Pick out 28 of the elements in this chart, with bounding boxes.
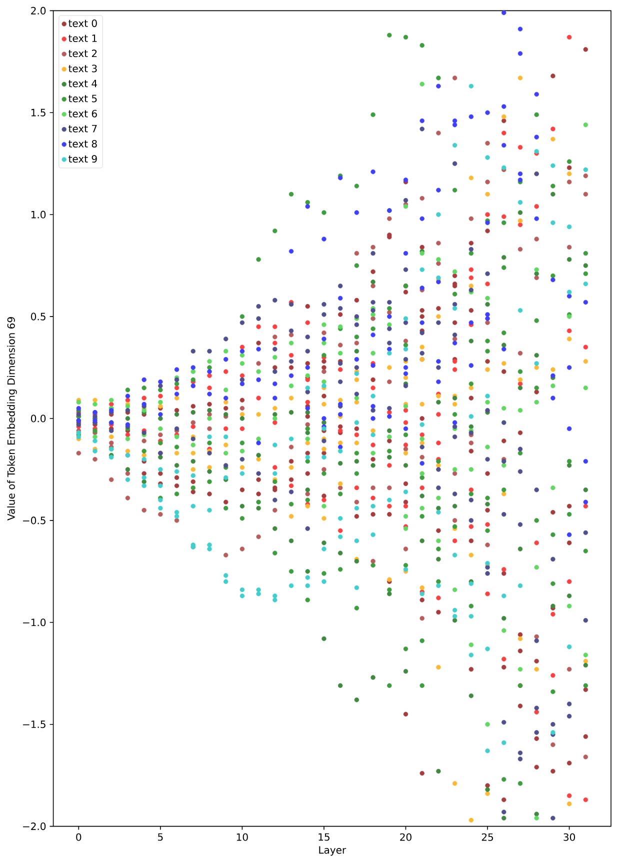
legend-label: text 8 <box>68 140 97 148</box>
x-tick-label: 30 <box>564 833 575 841</box>
y-tick-label: 0.5 <box>31 312 46 320</box>
y-tick-label: 2.0 <box>31 6 46 14</box>
legend-label: text 5 <box>68 94 97 102</box>
x-tick-label: 20 <box>400 833 412 841</box>
y-axis-title: Value of Token Embedding Dimension 69 <box>7 317 17 520</box>
x-tick-label: 0 <box>76 833 82 841</box>
legend-label: text 9 <box>68 155 97 163</box>
y-tick-label: 1.0 <box>31 210 46 218</box>
y-tick-label: −1.0 <box>23 618 46 626</box>
y-tick-label: −2.0 <box>23 822 46 830</box>
x-tick-label: 5 <box>158 833 163 841</box>
legend-label: text 0 <box>68 19 97 28</box>
legend-label: text 7 <box>68 124 97 132</box>
y-tick-label: −1.5 <box>23 720 46 728</box>
y-tick-label: −0.5 <box>23 516 46 524</box>
y-tick-label: 0.0 <box>31 414 46 422</box>
legend-label: text 3 <box>68 64 97 72</box>
legend-label: text 6 <box>68 110 97 118</box>
legend-label: text 4 <box>68 80 98 88</box>
legend-label: text 1 <box>68 34 97 42</box>
x-tick-label: 10 <box>236 833 248 841</box>
y-tick-label: 1.5 <box>31 108 46 116</box>
legend-label: text 2 <box>68 50 97 58</box>
x-tick-label: 25 <box>482 833 494 841</box>
x-tick-label: 15 <box>318 833 330 841</box>
x-axis-title: Layer <box>319 846 346 856</box>
